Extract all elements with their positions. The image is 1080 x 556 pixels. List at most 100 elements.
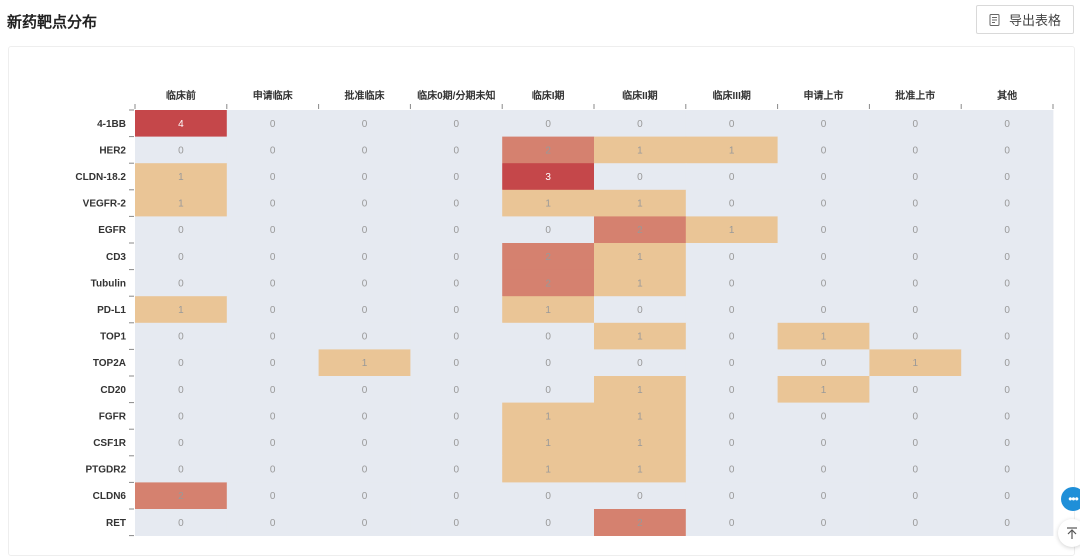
- heatmap-cell: [502, 402, 595, 430]
- data-label: 0: [821, 491, 827, 502]
- data-label: 0: [913, 199, 919, 210]
- heatmap-cell: [594, 269, 687, 297]
- data-label: 0: [270, 305, 276, 316]
- data-label: 0: [1004, 172, 1010, 183]
- heatmap-cell: [594, 110, 687, 137]
- heatmap-cell: [226, 110, 319, 137]
- data-label: 0: [821, 411, 827, 422]
- data-label: 4: [178, 119, 184, 130]
- data-label: 1: [178, 172, 184, 183]
- heatmap-cell: [869, 163, 962, 191]
- data-label: 0: [637, 358, 643, 369]
- heatmap-cell: [961, 136, 1054, 164]
- back-to-top-icon: [1067, 527, 1077, 539]
- data-label: 0: [1004, 332, 1010, 343]
- data-label: 0: [454, 119, 460, 130]
- data-label: 0: [729, 465, 735, 476]
- heatmap-cell: [685, 349, 778, 377]
- y-axis-tick-label: VEGFR-2: [83, 199, 127, 210]
- data-label: 1: [178, 305, 184, 316]
- export-table-button[interactable]: 导出表格: [976, 5, 1074, 34]
- data-label: 0: [454, 305, 460, 316]
- data-label: 0: [729, 358, 735, 369]
- heatmap-cell: [685, 243, 778, 270]
- data-label: 1: [362, 358, 368, 369]
- heatmap-cell: [226, 136, 319, 164]
- data-label: 0: [821, 358, 827, 369]
- back-to-top-button[interactable]: [1058, 519, 1080, 547]
- heatmap-cell: [961, 482, 1054, 510]
- data-label: 0: [178, 385, 184, 396]
- heatmap-cell: [594, 349, 687, 377]
- heatmap-cell: [318, 322, 411, 350]
- x-axis-tick-label: 批准临床: [345, 89, 386, 102]
- heatmap-cell: [502, 509, 595, 536]
- y-axis-tick-label: CD3: [106, 252, 126, 263]
- data-label: 1: [637, 438, 643, 449]
- data-label: 0: [545, 225, 551, 236]
- heatmap-cell: [869, 269, 962, 297]
- y-axis-tick-label: RET: [106, 518, 126, 529]
- data-label: 2: [545, 145, 551, 156]
- heatmap-cell: [594, 376, 687, 403]
- data-label: 0: [270, 491, 276, 502]
- data-label: 1: [545, 305, 551, 316]
- data-label: 1: [637, 332, 643, 343]
- data-label: 1: [545, 438, 551, 449]
- heatmap-cell: [502, 322, 595, 350]
- data-label: 0: [178, 438, 184, 449]
- heatmap-cell: [869, 349, 962, 377]
- data-label: 1: [178, 199, 184, 210]
- heatmap-cell: [869, 189, 962, 217]
- data-label: 0: [1004, 278, 1010, 289]
- data-label: 0: [821, 278, 827, 289]
- data-label: 0: [270, 172, 276, 183]
- heatmap-cell: [318, 402, 411, 430]
- heatmap-cell: [502, 243, 595, 270]
- data-label: 0: [270, 385, 276, 396]
- heatmap-cell: [502, 216, 595, 244]
- chat-icon: •••: [1068, 492, 1079, 506]
- heatmap-cell: [685, 163, 778, 191]
- data-label: 0: [178, 252, 184, 263]
- export-button-label: 导出表格: [1008, 13, 1061, 28]
- data-label: 0: [729, 332, 735, 343]
- data-label: 0: [913, 518, 919, 529]
- data-label: 0: [1004, 225, 1010, 236]
- heatmap-cell: [318, 455, 411, 483]
- x-axis-tick-label: 临床III期: [713, 89, 751, 102]
- heatmap-cell: [961, 349, 1054, 377]
- data-label: 1: [729, 225, 735, 236]
- y-axis-tick-label: TOP1: [100, 332, 126, 343]
- data-label: 0: [913, 332, 919, 343]
- heatmap-cell: [777, 269, 870, 297]
- heatmap-cell: [777, 429, 870, 457]
- y-axis-tick-label: HER2: [99, 145, 126, 156]
- data-label: 0: [729, 385, 735, 396]
- data-label: 0: [821, 305, 827, 316]
- heatmap-cell: [961, 322, 1054, 350]
- heatmap-cell: [685, 376, 778, 403]
- heatmap-chart: 临床前 申请临床 批准临床 临床0期/分期未知 临床I期 临床II期 临床III期 申请上市 批…: [75, 89, 1054, 537]
- heatmap-cell: [410, 110, 503, 137]
- data-label: 0: [913, 438, 919, 449]
- heatmap-cell: [226, 455, 319, 483]
- heatmap-cell: [685, 482, 778, 510]
- heatmap-cell: [777, 110, 870, 137]
- heatmap-cell: [410, 136, 503, 164]
- heatmap-cell: [135, 163, 228, 191]
- chat-button[interactable]: •••: [1061, 487, 1080, 511]
- heatmap-cell: [961, 163, 1054, 191]
- heatmap-cell: [226, 402, 319, 430]
- heatmap-cell: [869, 243, 962, 270]
- heatmap-cell: [685, 269, 778, 297]
- data-label: 0: [913, 278, 919, 289]
- x-axis-tick-label: 临床II期: [622, 89, 658, 102]
- data-label: 0: [729, 518, 735, 529]
- data-label: 0: [454, 252, 460, 263]
- data-label: 0: [454, 518, 460, 529]
- heatmap-cell: [594, 509, 687, 536]
- data-label: 0: [821, 252, 827, 263]
- heatmap-cell: [135, 216, 228, 244]
- x-axis-tick-label: 批准上市: [895, 89, 935, 102]
